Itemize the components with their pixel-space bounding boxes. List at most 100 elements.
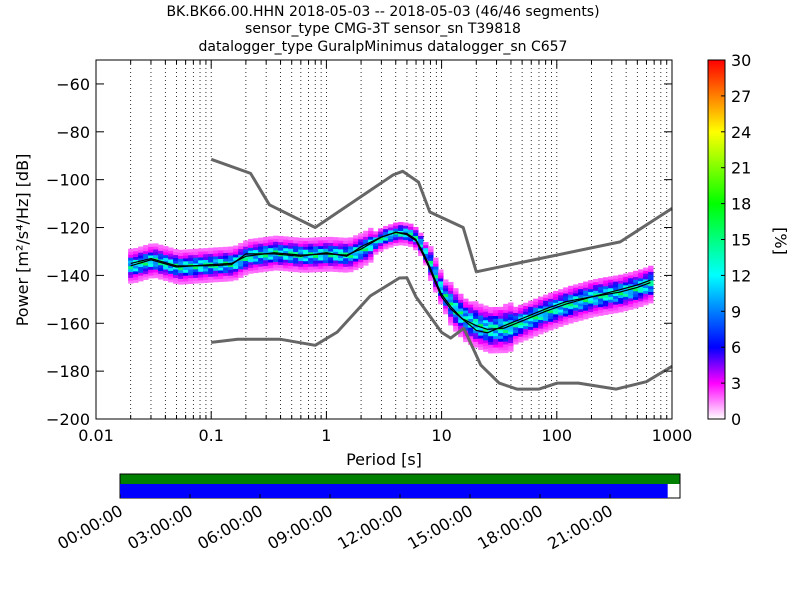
histogram-cell bbox=[523, 311, 529, 315]
histogram-cell bbox=[248, 256, 254, 260]
histogram-cell bbox=[193, 271, 199, 276]
histogram-cell bbox=[513, 329, 519, 334]
histogram-cell bbox=[143, 262, 149, 266]
y-tick-label: −200 bbox=[46, 410, 90, 429]
histogram-cell bbox=[368, 259, 374, 263]
histogram-cell bbox=[298, 257, 304, 262]
histogram-cell bbox=[208, 276, 214, 280]
histogram-cell bbox=[573, 307, 579, 311]
histogram-cell bbox=[203, 253, 209, 258]
histogram-cell bbox=[378, 234, 384, 238]
histogram-cell bbox=[243, 269, 249, 273]
histogram-cell bbox=[598, 280, 604, 285]
nlnm-curve bbox=[211, 276, 673, 391]
histogram-cell bbox=[643, 281, 649, 286]
histogram-cell bbox=[128, 248, 134, 252]
histogram-cell bbox=[248, 270, 254, 274]
histogram-cell bbox=[488, 324, 494, 328]
histogram-cell bbox=[448, 284, 454, 289]
histogram-cell bbox=[233, 256, 239, 261]
histogram-cell bbox=[343, 246, 349, 250]
histogram-cell bbox=[623, 290, 629, 294]
histogram-cell bbox=[153, 257, 159, 261]
histogram-cell bbox=[563, 321, 569, 326]
histogram-cell bbox=[518, 307, 524, 311]
histogram-cell bbox=[263, 236, 269, 241]
histogram-cell bbox=[363, 236, 369, 240]
histogram-cell bbox=[548, 309, 554, 314]
histogram-cell bbox=[353, 252, 359, 256]
histogram-cell bbox=[588, 283, 594, 287]
histogram-cell bbox=[238, 265, 244, 270]
histogram-cell bbox=[273, 235, 279, 239]
histogram-cell bbox=[178, 278, 184, 282]
histogram-cell bbox=[128, 251, 134, 255]
x-tick-label: 10 bbox=[431, 426, 451, 445]
histogram-cell bbox=[323, 242, 329, 246]
histogram-cell bbox=[238, 274, 244, 278]
histogram-cell bbox=[223, 266, 229, 271]
histogram-cell bbox=[168, 264, 174, 269]
histogram-cell bbox=[168, 247, 174, 251]
histogram-cell bbox=[583, 293, 589, 297]
histogram-cell bbox=[228, 255, 234, 259]
histogram-cell bbox=[193, 268, 199, 273]
histogram-cell bbox=[238, 245, 244, 250]
histogram-cell bbox=[288, 262, 294, 266]
histogram-cell bbox=[573, 284, 579, 288]
histogram-cell bbox=[478, 303, 484, 307]
histogram-cell bbox=[348, 243, 354, 247]
histogram-cell bbox=[548, 312, 554, 317]
histogram-cell bbox=[518, 327, 524, 332]
histogram-cell bbox=[348, 245, 354, 250]
histogram-cell bbox=[338, 248, 344, 253]
histogram-cell bbox=[628, 303, 634, 307]
histogram-cell bbox=[308, 263, 314, 267]
histogram-cell bbox=[633, 302, 639, 306]
histogram-cell bbox=[648, 277, 654, 281]
histogram-cell bbox=[253, 238, 259, 242]
histogram-cell bbox=[478, 343, 484, 348]
histogram-cell bbox=[298, 246, 304, 250]
histogram-cell bbox=[203, 279, 209, 283]
histogram-cell bbox=[168, 253, 174, 257]
histogram-cell bbox=[518, 319, 524, 323]
histogram-cell bbox=[148, 243, 154, 247]
histogram-cell bbox=[473, 344, 479, 348]
histogram-cell bbox=[438, 269, 444, 273]
x-tick-label: 100 bbox=[542, 426, 573, 445]
histogram-cell bbox=[368, 250, 374, 255]
histogram-cell bbox=[323, 254, 329, 258]
histogram-cell bbox=[523, 302, 529, 307]
histogram-cell bbox=[193, 254, 199, 258]
histogram-cell bbox=[303, 243, 309, 247]
histogram-cell bbox=[638, 280, 644, 285]
histogram-cell bbox=[473, 329, 479, 334]
histogram-cell bbox=[528, 323, 534, 327]
histogram-cell bbox=[128, 271, 134, 275]
histogram-cell bbox=[268, 247, 274, 252]
histogram-cell bbox=[253, 266, 259, 271]
histogram-cell bbox=[638, 286, 644, 290]
histogram-cell bbox=[588, 306, 594, 310]
histogram-cell bbox=[268, 244, 274, 249]
histogram-cell bbox=[273, 250, 279, 254]
histogram-cell bbox=[133, 268, 139, 272]
histogram-cell bbox=[348, 260, 354, 264]
histogram-cell bbox=[473, 309, 479, 314]
histogram-cell bbox=[273, 261, 279, 265]
histogram-cell bbox=[308, 240, 314, 244]
histogram-cell bbox=[178, 269, 184, 274]
histogram-cell bbox=[213, 276, 219, 280]
histogram-cell bbox=[163, 257, 169, 261]
histogram-cell bbox=[358, 250, 364, 254]
histogram-cell bbox=[523, 305, 529, 309]
histogram-cell bbox=[638, 295, 644, 299]
histogram-cell bbox=[553, 290, 559, 295]
histogram-cell bbox=[218, 264, 224, 268]
histogram-cell bbox=[633, 288, 639, 292]
histogram-cell bbox=[638, 292, 644, 296]
colorbar-tick-label: 24 bbox=[731, 123, 751, 142]
histogram-cell bbox=[358, 233, 364, 237]
mode-curve bbox=[130, 231, 651, 334]
